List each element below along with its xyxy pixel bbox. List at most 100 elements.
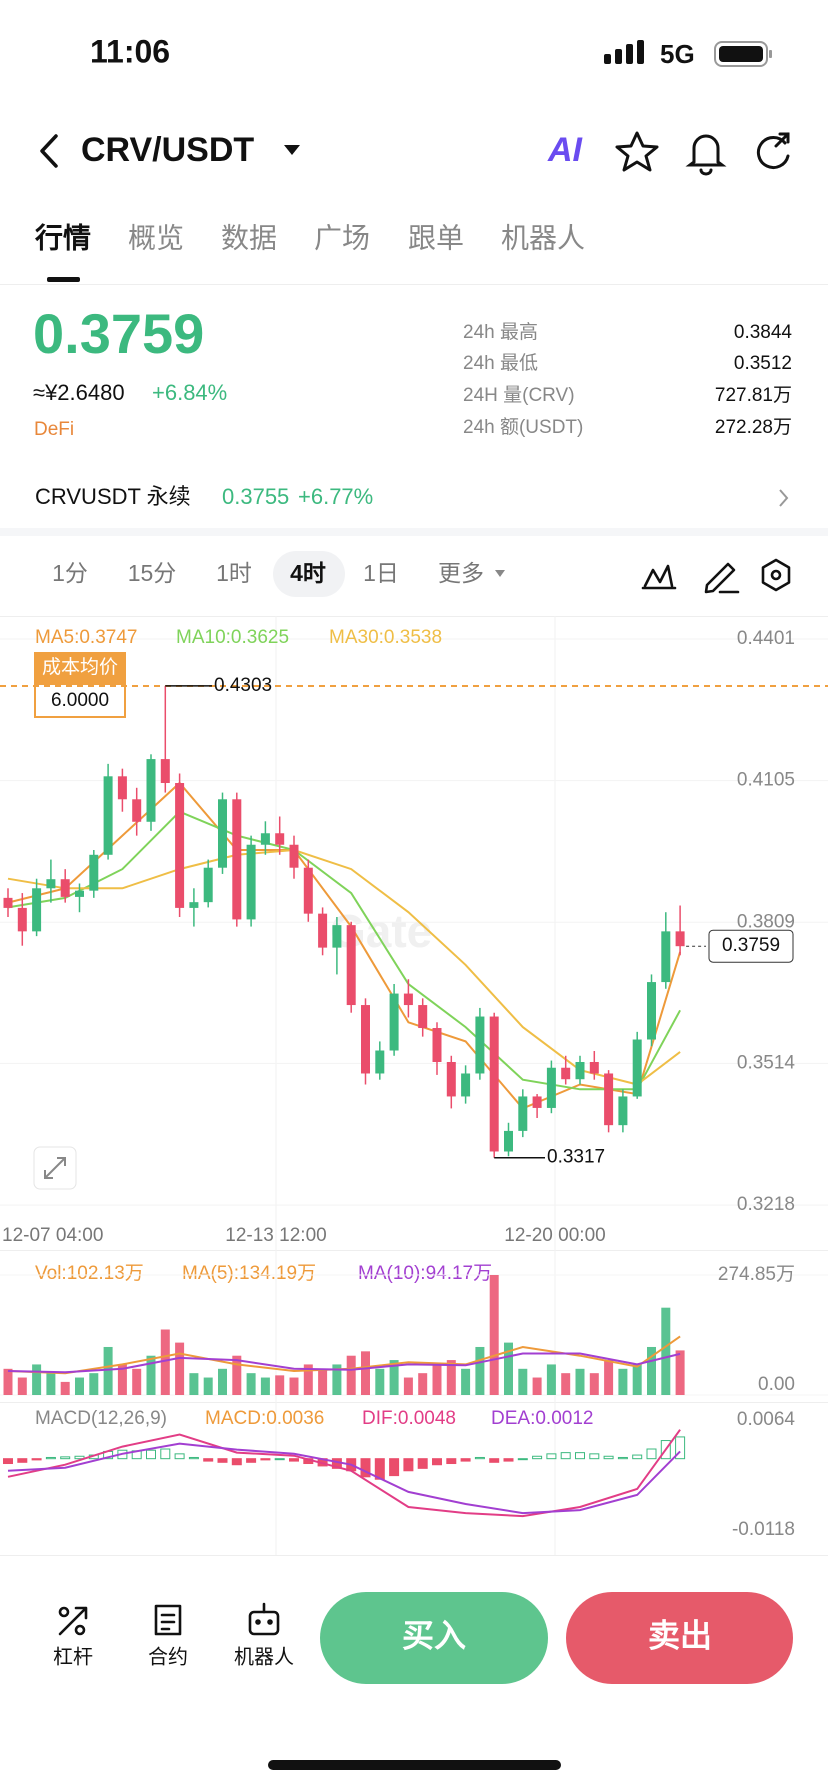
volume-bar [232, 1355, 242, 1395]
candle-body [60, 879, 70, 897]
macd-bar [203, 1458, 214, 1462]
price-change: +6.84% [152, 380, 227, 405]
timeframe[interactable]: 更多 [438, 560, 484, 586]
volume-bar [132, 1368, 142, 1395]
volume-bar [675, 1350, 685, 1395]
volume-bar [175, 1342, 185, 1395]
timeframe-active-bg [273, 551, 345, 597]
tab-indicator [47, 277, 80, 282]
vol-legend: MA(5):134.19万 [182, 1263, 316, 1284]
stat-label: 24h 最高 [463, 321, 538, 343]
macd-bar [403, 1458, 414, 1472]
nav-label[interactable]: 合约 [148, 1645, 188, 1668]
candle-body [532, 1096, 542, 1108]
buy-button[interactable] [320, 1592, 548, 1684]
candle-body [303, 867, 313, 914]
volume-bar [46, 1373, 56, 1395]
tab[interactable]: 概览 [128, 222, 184, 253]
candle-body [175, 783, 185, 908]
macd-bar [460, 1458, 471, 1462]
cost-value: 6.0000 [51, 690, 109, 711]
perpetual-price: 0.3755 [222, 484, 289, 509]
candle-body [218, 799, 227, 868]
chart-tools[interactable] [641, 558, 791, 594]
macd-bar [589, 1453, 600, 1460]
volume-bar [89, 1373, 99, 1395]
y-tick-label: 0.3514 [737, 1052, 796, 1073]
tab[interactable]: 数据 [221, 222, 277, 253]
macd-bar [675, 1436, 686, 1460]
perpetual-chevron[interactable] [779, 489, 789, 507]
macd-bar [31, 1458, 42, 1461]
macd-bar [174, 1453, 185, 1460]
timeframe[interactable]: 4时 [290, 560, 326, 586]
volume-bar [75, 1377, 84, 1395]
expand-button[interactable] [33, 1146, 77, 1190]
timeframe[interactable]: 1时 [216, 560, 252, 586]
candle-body [604, 1073, 614, 1126]
share-button[interactable] [756, 132, 790, 169]
volume-bar [117, 1364, 127, 1395]
sell-button[interactable] [566, 1592, 793, 1684]
candle-body [160, 759, 170, 784]
candle-body [489, 1016, 499, 1152]
candle-body [589, 1061, 599, 1074]
nav-label[interactable]: 机器人 [234, 1645, 294, 1668]
sell-label[interactable]: 卖出 [648, 1617, 712, 1653]
volume-bar [432, 1364, 442, 1395]
volume-bar [303, 1364, 313, 1395]
candle-body [32, 888, 42, 932]
perpetual-name[interactable]: CRVUSDT 永续 [35, 484, 191, 509]
ai-button[interactable]: AI [547, 131, 584, 169]
pair-title[interactable]: CRV/USDT [81, 131, 254, 169]
volume-bar [504, 1342, 513, 1395]
tab[interactable]: 行情 [34, 221, 91, 253]
candle-body [632, 1039, 642, 1097]
vol-legend: MA(10):94.17万 [358, 1263, 492, 1284]
volume-bar [246, 1373, 256, 1395]
macd-bar [432, 1458, 442, 1466]
volume-bar [561, 1373, 571, 1395]
buy-label[interactable]: 买入 [402, 1617, 466, 1653]
tab[interactable]: 跟单 [408, 222, 464, 253]
volume-bar [346, 1355, 356, 1395]
alert-button[interactable] [685, 134, 727, 176]
timeframe[interactable]: 1分 [52, 560, 88, 586]
back-button[interactable] [40, 134, 58, 168]
volume-bar [618, 1368, 628, 1395]
sector-tag[interactable]: DeFi [34, 419, 74, 440]
vol-ma-line [7, 1352, 681, 1374]
macd-bar [231, 1458, 242, 1466]
pair-dropdown[interactable] [284, 145, 300, 155]
y-tick-label: 0.4401 [737, 628, 795, 649]
macd-bar [446, 1458, 457, 1465]
timeframe[interactable]: 15分 [128, 560, 177, 586]
stat-label: 24H 量(CRV) [463, 385, 575, 406]
ma-legend: MA10:0.3625 [176, 627, 289, 648]
favorite-button[interactable] [615, 131, 659, 172]
macd-bar [532, 1455, 543, 1460]
tab[interactable]: 机器人 [501, 222, 585, 253]
cost-badge [34, 652, 126, 683]
timeframe[interactable]: 1日 [363, 560, 399, 586]
candle-body [389, 993, 399, 1051]
candle-body [618, 1096, 628, 1126]
macd-legend: DIF:0.0048 [362, 1408, 456, 1429]
volume-bar [518, 1368, 528, 1395]
tab[interactable]: 广场 [314, 222, 370, 253]
nav-label[interactable]: 杠杆 [53, 1645, 93, 1668]
divider [0, 616, 828, 617]
candle-body [661, 931, 671, 983]
stat-value: 272.28万 [715, 417, 792, 438]
y-tick-label: 0.3809 [737, 911, 795, 932]
more-dropdown[interactable] [495, 570, 505, 577]
macd-bar [489, 1458, 500, 1463]
battery-icon [714, 41, 772, 67]
stat-value: 0.3512 [734, 353, 792, 374]
vol-tick-label: 274.85万 [718, 1264, 795, 1285]
candle-body [675, 931, 685, 947]
y-tick-label: 0.3218 [737, 1194, 795, 1215]
volume-bar [604, 1360, 614, 1395]
